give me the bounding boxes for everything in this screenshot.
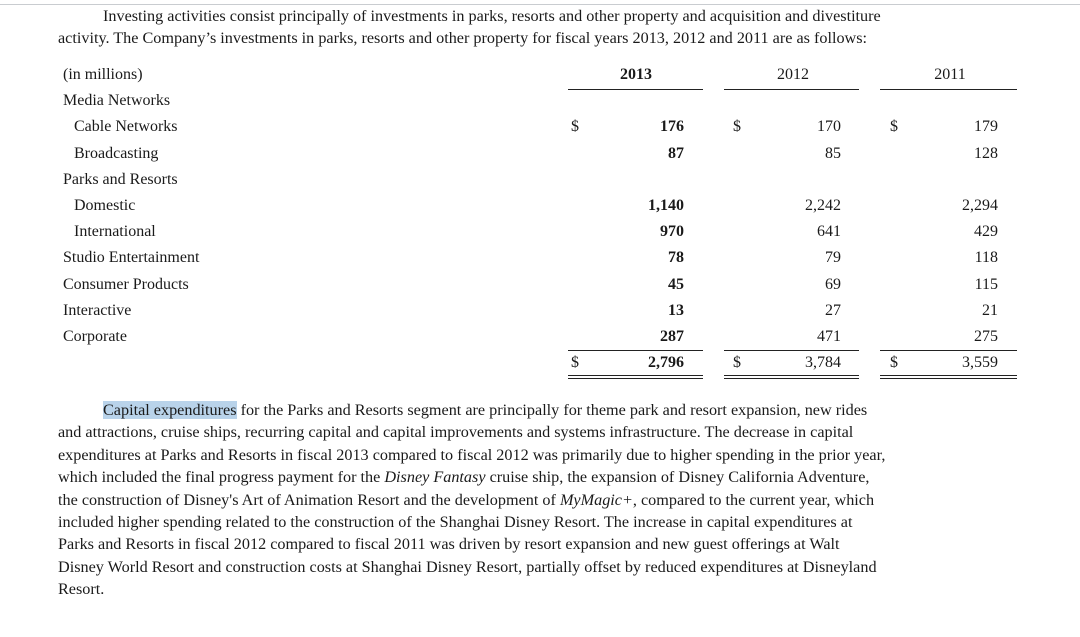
body-line-8: Disney World Resort and construction cos… — [58, 557, 877, 576]
cell-domestic-2011: 2,294 — [962, 197, 998, 214]
dollar-sign: $ — [571, 354, 579, 371]
cell-corporate-2012: 471 — [817, 328, 841, 345]
intro-line-2: activity. The Company’s investments in p… — [58, 29, 868, 48]
cell-studio-entertainment-2011: 118 — [974, 249, 998, 266]
body-line-5-a: the construction of Disney's Art of Anim… — [58, 490, 560, 509]
body-line-9: Resort. — [58, 580, 105, 599]
intro-paragraph: Investing activities consist principally… — [58, 5, 1058, 50]
cell-broadcasting-2011: 128 — [974, 145, 998, 162]
cell-consumer-products-2011: 115 — [974, 276, 998, 293]
body-line-4-a: which included the final progress paymen… — [58, 468, 385, 487]
body-line-2: and attractions, cruise ships, recurring… — [58, 423, 854, 442]
intro-line-1: Investing activities consist principally… — [103, 7, 881, 25]
dollar-sign: $ — [733, 118, 741, 135]
cell-cable-networks-2012: 170 — [817, 118, 841, 135]
cell-studio-entertainment-2013: 78 — [668, 249, 684, 266]
row-label-international: International — [74, 223, 156, 240]
cell-corporate-2013: 287 — [660, 328, 684, 345]
body-line-4-b: cruise ship, the expansion of Disney Cal… — [485, 468, 870, 487]
body-line-5-b: , compared to the current year, which — [632, 490, 875, 509]
row-label-cable-networks: Cable Networks — [74, 118, 178, 135]
year-header-2013: 2013 — [620, 66, 652, 83]
subtotal-rule-2012 — [724, 350, 859, 351]
subtotal-rule-2011 — [880, 350, 1017, 351]
cell-cable-networks-2013: 176 — [660, 118, 684, 135]
cell-consumer-products-2013: 45 — [668, 276, 684, 293]
cell-consumer-products-2012: 69 — [825, 276, 841, 293]
body-line-5: the construction of Disney's Art of Anim… — [58, 489, 1058, 511]
body-line-1: Capital expenditures for the Parks and R… — [58, 399, 1058, 421]
cell-total-2012: 3,784 — [805, 354, 841, 371]
cell-international-2011: 429 — [974, 223, 998, 240]
dollar-sign: $ — [571, 118, 579, 135]
row-label-corporate: Corporate — [63, 328, 127, 345]
row-label-consumer-products: Consumer Products — [63, 276, 189, 293]
mymagic-italic: MyMagic+ — [559, 490, 633, 509]
cell-interactive-2012: 27 — [825, 302, 841, 319]
cell-interactive-2011: 21 — [982, 302, 998, 319]
body-line-1-rest: for the Parks and Resorts segment are pr… — [236, 401, 868, 419]
cell-broadcasting-2012: 85 — [825, 145, 841, 162]
cell-total-2013: 2,796 — [648, 354, 684, 371]
top-border — [0, 4, 1080, 5]
row-label-domestic: Domestic — [74, 197, 136, 214]
table-units-label: (in millions) — [63, 66, 143, 83]
row-label-parks-and-resorts: Parks and Resorts — [63, 171, 178, 188]
cell-corporate-2011: 275 — [974, 328, 998, 345]
cell-international-2012: 641 — [817, 223, 841, 240]
year-header-2012: 2012 — [777, 66, 809, 83]
disney-fantasy-italic: Disney Fantasy — [384, 468, 486, 487]
dollar-sign: $ — [890, 118, 898, 135]
capex-paragraph: Capital expenditures for the Parks and R… — [58, 399, 1058, 601]
row-label-media-networks: Media Networks — [63, 92, 171, 109]
body-line-4: which included the final progress paymen… — [58, 466, 1058, 488]
subtotal-rule-2013 — [568, 350, 703, 351]
total-double-rule-2012 — [724, 375, 859, 379]
cell-interactive-2013: 13 — [668, 302, 684, 319]
row-label-interactive: Interactive — [63, 302, 132, 319]
total-double-rule-2013 — [568, 375, 703, 379]
row-label-broadcasting: Broadcasting — [74, 145, 159, 162]
cell-cable-networks-2011: 179 — [974, 118, 998, 135]
dollar-sign: $ — [733, 354, 741, 371]
body-line-6: included higher spending related to the … — [58, 513, 853, 532]
body-line-3: expenditures at Parks and Resorts in fis… — [58, 445, 886, 464]
year-header-2011: 2011 — [934, 66, 966, 83]
highlighted-text[interactable]: Capital expenditures — [103, 401, 237, 419]
cell-total-2011: 3,559 — [962, 354, 998, 371]
cell-broadcasting-2013: 87 — [668, 145, 684, 162]
cell-domestic-2013: 1,140 — [648, 197, 684, 214]
header-rule-2011 — [880, 89, 1017, 90]
header-rule-2013 — [568, 89, 703, 90]
cell-domestic-2012: 2,242 — [805, 197, 841, 214]
investments-table: (in millions) 2013 2012 2011 Media Netwo… — [63, 66, 1017, 379]
body-line-7: Parks and Resorts in fiscal 2012 compare… — [58, 535, 840, 554]
cell-studio-entertainment-2012: 79 — [825, 249, 841, 266]
header-rule-2012 — [724, 89, 859, 90]
row-label-studio-entertainment: Studio Entertainment — [63, 249, 200, 266]
cell-international-2013: 970 — [660, 223, 684, 240]
dollar-sign: $ — [890, 354, 898, 371]
total-double-rule-2011 — [880, 375, 1017, 379]
